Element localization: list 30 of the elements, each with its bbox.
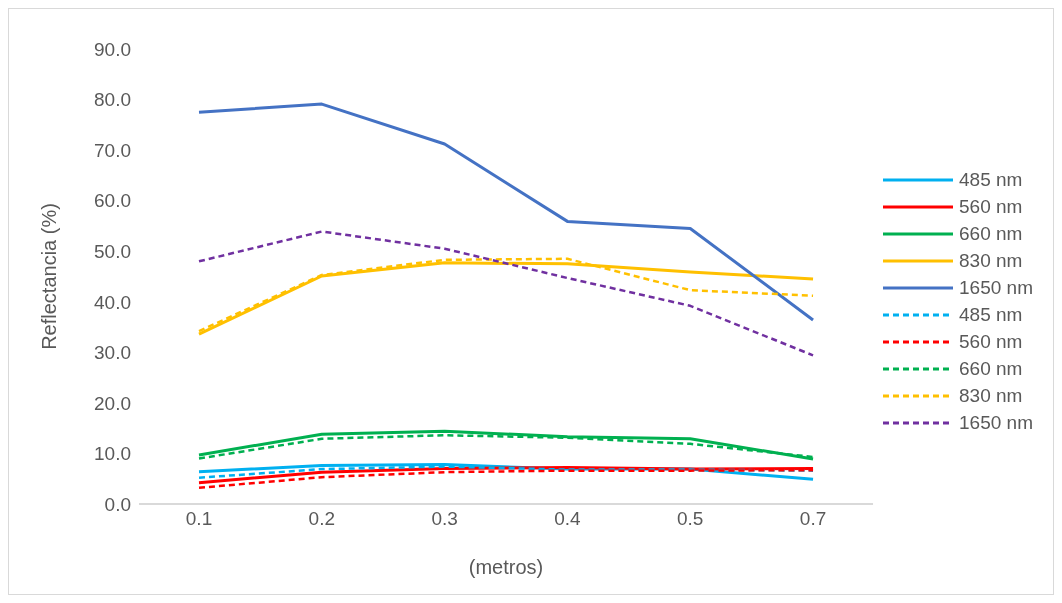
y-tick-label: 60.0 bbox=[94, 190, 131, 212]
legend-label: 485 nm bbox=[959, 304, 1023, 326]
x-tick-label: 0.1 bbox=[185, 508, 213, 530]
x-axis-title: (metros) bbox=[468, 556, 544, 578]
y-tick-label: 10.0 bbox=[94, 443, 131, 465]
legend-label: 1650 nm bbox=[959, 412, 1033, 434]
legend-label: 485 nm bbox=[959, 169, 1023, 191]
legend-label: 1650 nm bbox=[959, 277, 1033, 299]
y-tick-label: 30.0 bbox=[94, 342, 131, 364]
y-tick-label: 20.0 bbox=[94, 392, 131, 414]
y-tick-label: 70.0 bbox=[94, 139, 131, 161]
legend-label: 830 nm bbox=[959, 250, 1023, 272]
legend-label: 560 nm bbox=[959, 196, 1023, 218]
y-tick-label: 0.0 bbox=[104, 493, 131, 515]
legend-label: 830 nm bbox=[959, 385, 1023, 407]
x-tick-label: 0.4 bbox=[554, 508, 582, 530]
y-tick-label: 50.0 bbox=[94, 240, 131, 262]
y-tick-label: 80.0 bbox=[94, 89, 131, 111]
y-axis-title: Reflectancia (%) bbox=[38, 203, 61, 350]
x-tick-label: 0.3 bbox=[431, 508, 458, 530]
legend-label: 560 nm bbox=[959, 331, 1023, 353]
legend-label: 660 nm bbox=[959, 358, 1023, 380]
x-tick-label: 0.7 bbox=[799, 508, 827, 530]
x-tick-label: 0.5 bbox=[677, 508, 704, 530]
y-tick-label: 40.0 bbox=[94, 291, 131, 313]
y-tick-label: 90.0 bbox=[94, 38, 131, 60]
legend-label: 660 nm bbox=[959, 223, 1023, 245]
x-tick-label: 0.2 bbox=[308, 508, 336, 530]
line-series bbox=[197, 230, 815, 357]
line-series bbox=[197, 102, 815, 322]
